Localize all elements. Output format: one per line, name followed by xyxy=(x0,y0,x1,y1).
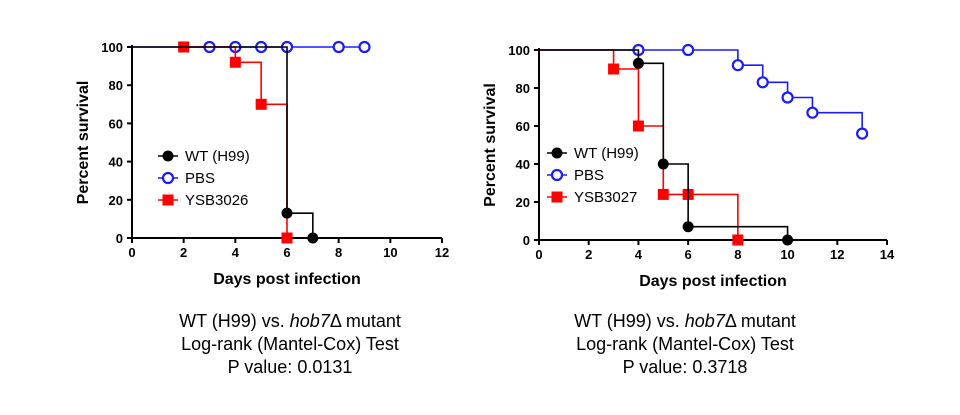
data-point xyxy=(307,232,319,244)
caption-left: WT (H99) vs. hob7Δ mutant Log-rank (Mant… xyxy=(100,310,480,379)
x-tick-label: 2 xyxy=(180,245,187,260)
x-tick-label: 10 xyxy=(383,245,397,260)
x-tick-label: 0 xyxy=(128,245,135,260)
legend-marker xyxy=(550,168,564,182)
x-tick-label: 14 xyxy=(880,247,895,262)
data-point xyxy=(781,91,794,104)
y-tick-label: 0 xyxy=(523,233,530,248)
data-point xyxy=(732,234,744,246)
legend-marker xyxy=(551,191,563,203)
y-axis-title: Percent survival xyxy=(75,81,92,205)
series-wt-h99- xyxy=(539,49,794,246)
data-point xyxy=(229,56,241,68)
caption-right-line1: WT (H99) vs. hob7Δ mutant xyxy=(574,311,796,331)
series-pbs xyxy=(539,43,869,140)
chart-right: 0 2 4 6 8 10 12 14 0 20 40 60 80 100 Days post infecti… xyxy=(482,43,895,290)
survival-step-line xyxy=(539,49,739,240)
data-point xyxy=(657,188,669,200)
data-point xyxy=(281,207,293,219)
legend-label: WT (H99) xyxy=(574,145,639,162)
legend-label: WT (H99) xyxy=(185,148,250,165)
x-axis-title: Days post infection xyxy=(639,273,787,290)
legend-item: PBS xyxy=(547,167,604,184)
x-tick-label: 10 xyxy=(780,247,794,262)
caption-left-pvalue: P value: 0.0131 xyxy=(227,357,353,377)
data-point xyxy=(332,40,345,54)
legend-marker xyxy=(162,194,174,206)
legend-marker xyxy=(551,147,563,159)
x-axis-title: Days post infection xyxy=(213,271,361,288)
x-tick-label: 8 xyxy=(734,247,741,262)
data-point xyxy=(782,234,794,246)
legend-item: WT (H99) xyxy=(158,148,250,165)
data-point xyxy=(632,120,644,132)
x-tick-label: 12 xyxy=(830,247,844,262)
y-tick-label: 100 xyxy=(508,43,530,58)
data-point xyxy=(608,63,620,75)
caption-right-line2: Log-rank (Mantel-Cox) Test xyxy=(576,334,794,354)
x-tick-label: 6 xyxy=(283,245,290,260)
data-point xyxy=(255,98,267,110)
legend-item: YSB3026 xyxy=(158,192,248,209)
x-tick-label: 6 xyxy=(685,247,692,262)
y-tick-label: 60 xyxy=(516,119,530,134)
data-point xyxy=(682,221,694,233)
y-tick-label: 80 xyxy=(109,78,123,93)
caption-left-line1: WT (H99) vs. hob7Δ mutant xyxy=(179,311,401,331)
x-tick-label: 2 xyxy=(585,247,592,262)
legend-marker xyxy=(161,171,175,185)
x-tick-label: 12 xyxy=(435,245,449,260)
series-ysb3026 xyxy=(178,41,293,244)
y-tick-label: 100 xyxy=(101,40,123,55)
series-wt-h99- xyxy=(132,46,319,244)
data-point xyxy=(756,76,769,89)
legend-marker xyxy=(162,150,174,162)
legend: WT (H99) PBS YSB3026 xyxy=(158,148,250,209)
legend-item: WT (H99) xyxy=(547,145,639,162)
legend-label: PBS xyxy=(185,170,215,187)
y-tick-label: 40 xyxy=(109,155,123,170)
legend-label: PBS xyxy=(574,167,604,184)
chart-left: 0 2 4 6 8 10 12 0 20 40 60 80 100 Days post infection… xyxy=(75,40,449,288)
caption-left-line2: Log-rank (Mantel-Cox) Test xyxy=(181,334,399,354)
y-tick-label: 0 xyxy=(116,231,123,246)
x-tick-label: 4 xyxy=(635,247,643,262)
caption-right: WT (H99) vs. hob7Δ mutant Log-rank (Mant… xyxy=(495,310,875,379)
data-point xyxy=(358,40,371,54)
legend-item: YSB3027 xyxy=(547,189,637,206)
data-point xyxy=(632,57,644,69)
data-point xyxy=(281,232,293,244)
data-point xyxy=(856,127,869,140)
y-axis-title: Percent survival xyxy=(482,83,499,207)
x-tick-label: 0 xyxy=(535,247,542,262)
y-tick-label: 80 xyxy=(516,81,530,96)
legend: WT (H99) PBS YSB3027 xyxy=(547,145,639,206)
legend-label: YSB3026 xyxy=(185,192,248,209)
legend-label: YSB3027 xyxy=(574,189,637,206)
data-point xyxy=(731,59,744,72)
y-tick-label: 20 xyxy=(109,193,123,208)
data-point xyxy=(657,158,669,170)
y-tick-label: 20 xyxy=(516,195,530,210)
data-point xyxy=(806,106,819,119)
data-point xyxy=(682,43,695,57)
survival-step-line xyxy=(183,46,288,238)
x-tick-label: 8 xyxy=(335,245,342,260)
legend-item: PBS xyxy=(158,170,215,187)
survival-step-line xyxy=(539,49,863,134)
y-tick-label: 40 xyxy=(516,157,530,172)
caption-right-pvalue: P value: 0.3718 xyxy=(622,357,748,377)
x-tick-label: 4 xyxy=(232,245,240,260)
series-ysb3027 xyxy=(539,49,744,246)
y-tick-label: 60 xyxy=(109,116,123,131)
